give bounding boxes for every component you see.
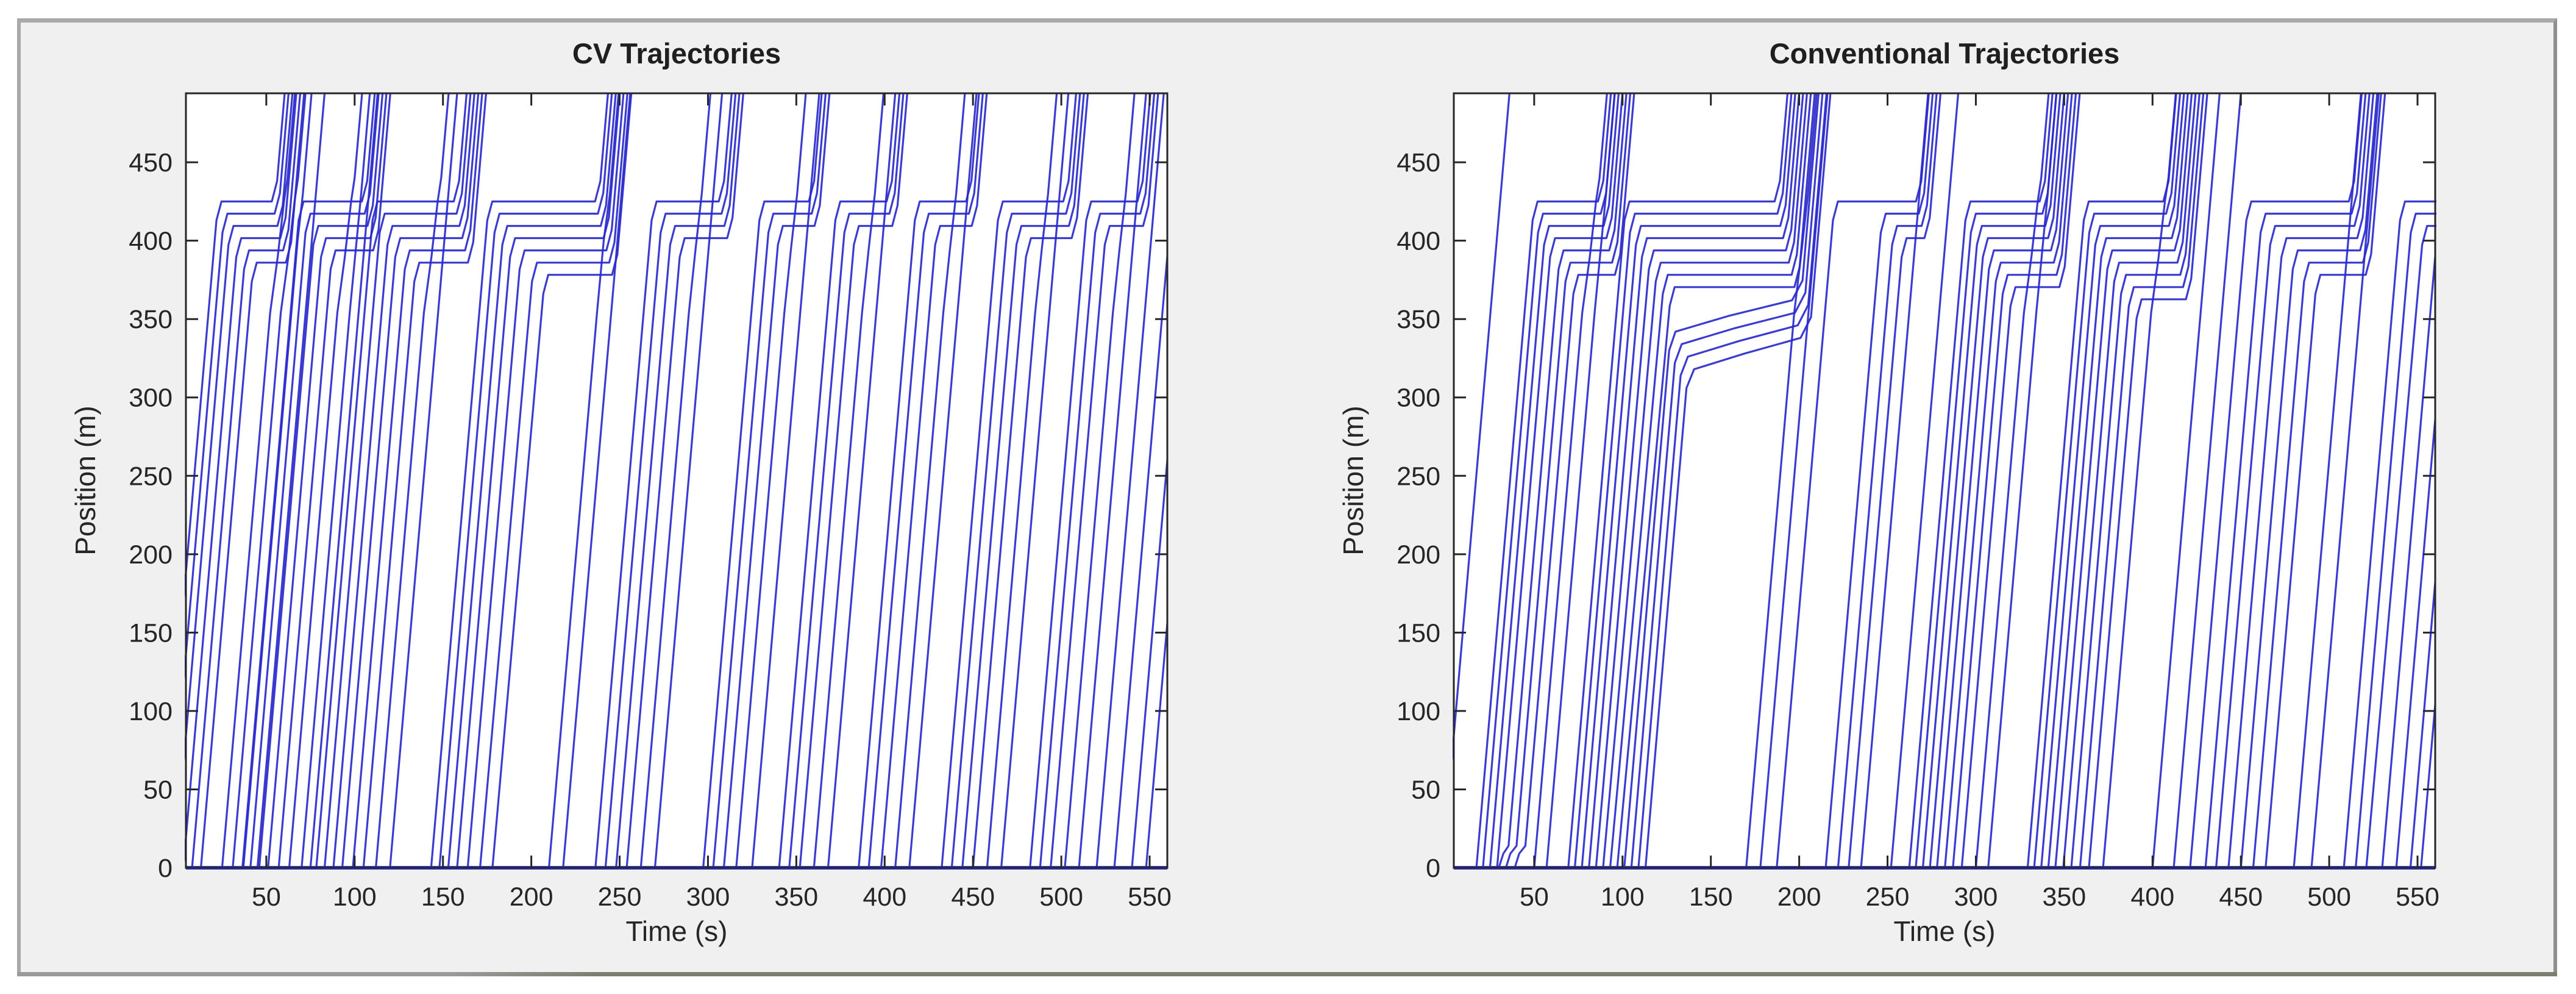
svg-text:250: 250 xyxy=(1397,462,1440,491)
svg-text:250: 250 xyxy=(598,882,642,912)
svg-text:350: 350 xyxy=(2042,882,2086,912)
x-axis-label-conventional: Time (s) xyxy=(1893,915,1996,947)
axes-box xyxy=(1453,92,2436,869)
svg-text:200: 200 xyxy=(129,540,173,570)
svg-text:100: 100 xyxy=(1601,882,1645,912)
trajectory-lines xyxy=(185,93,1169,870)
svg-text:100: 100 xyxy=(1397,697,1440,726)
svg-text:450: 450 xyxy=(1397,148,1440,177)
svg-text:200: 200 xyxy=(1397,540,1440,570)
y-axis-label-conventional: Position (m) xyxy=(1337,406,1369,556)
svg-text:350: 350 xyxy=(129,305,173,334)
svg-text:200: 200 xyxy=(510,882,553,912)
plot-area xyxy=(1454,93,2435,868)
plot-title-conventional: Conventional Trajectories xyxy=(1769,37,2120,70)
svg-text:50: 50 xyxy=(143,775,173,804)
svg-text:500: 500 xyxy=(1039,882,1083,912)
svg-text:400: 400 xyxy=(863,882,906,912)
svg-text:100: 100 xyxy=(129,697,173,726)
svg-text:550: 550 xyxy=(1128,882,1172,912)
svg-text:100: 100 xyxy=(333,882,377,912)
svg-text:50: 50 xyxy=(1520,882,1549,912)
svg-text:400: 400 xyxy=(1397,227,1440,256)
svg-text:300: 300 xyxy=(686,882,730,912)
svg-text:500: 500 xyxy=(2307,882,2351,912)
svg-text:450: 450 xyxy=(951,882,995,912)
svg-text:250: 250 xyxy=(129,462,173,491)
svg-text:300: 300 xyxy=(129,384,173,413)
svg-text:250: 250 xyxy=(1866,882,1910,912)
svg-text:150: 150 xyxy=(421,882,465,912)
svg-text:300: 300 xyxy=(1397,384,1440,413)
y-axis-label-cv: Position (m) xyxy=(69,406,101,556)
svg-text:300: 300 xyxy=(1954,882,1998,912)
svg-text:150: 150 xyxy=(1397,618,1440,648)
plot-title-cv: CV Trajectories xyxy=(572,37,781,70)
svg-text:50: 50 xyxy=(1411,775,1440,804)
svg-text:400: 400 xyxy=(2130,882,2174,912)
svg-text:50: 50 xyxy=(252,882,281,912)
svg-text:350: 350 xyxy=(1397,305,1440,334)
svg-text:450: 450 xyxy=(2219,882,2263,912)
axes-box xyxy=(185,92,1169,869)
figure-window-bottom-edge xyxy=(17,972,2557,976)
svg-text:550: 550 xyxy=(2396,882,2439,912)
svg-text:0: 0 xyxy=(1426,854,1440,883)
svg-text:400: 400 xyxy=(129,227,173,256)
svg-text:200: 200 xyxy=(1777,882,1821,912)
x-axis-label-cv: Time (s) xyxy=(625,915,728,947)
svg-text:450: 450 xyxy=(129,148,173,177)
svg-text:350: 350 xyxy=(774,882,818,912)
svg-text:150: 150 xyxy=(129,618,173,648)
svg-text:150: 150 xyxy=(1689,882,1733,912)
svg-text:0: 0 xyxy=(158,854,173,883)
